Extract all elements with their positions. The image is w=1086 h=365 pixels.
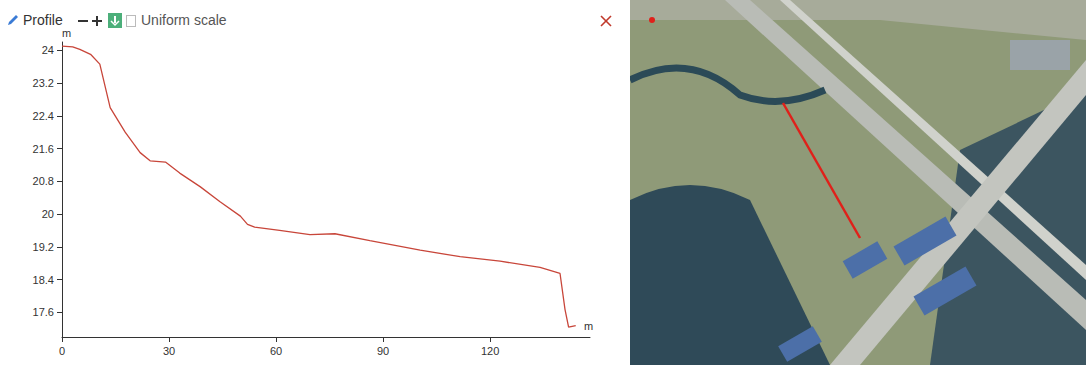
- svg-text:22.4: 22.4: [33, 110, 54, 122]
- svg-text:120: 120: [481, 345, 499, 357]
- svg-text:20: 20: [42, 208, 54, 220]
- svg-text:m: m: [584, 320, 593, 332]
- svg-text:60: 60: [270, 345, 282, 357]
- svg-text:17.6: 17.6: [33, 306, 54, 318]
- html-text:Uniform scale: Uniform scale: [141, 12, 227, 28]
- svg-text:21.6: 21.6: [33, 143, 54, 155]
- svg-text:23.2: 23.2: [33, 77, 54, 89]
- svg-text:18.4: 18.4: [33, 274, 54, 286]
- html-text:Profile: Profile: [23, 12, 63, 28]
- svg-text:19.2: 19.2: [33, 241, 54, 253]
- svg-text:90: 90: [377, 345, 389, 357]
- svg-text:0: 0: [59, 345, 65, 357]
- svg-text:m: m: [62, 27, 71, 39]
- svg-text:30: 30: [163, 345, 175, 357]
- svg-text:20.8: 20.8: [33, 175, 54, 187]
- svg-text:24: 24: [42, 44, 54, 56]
